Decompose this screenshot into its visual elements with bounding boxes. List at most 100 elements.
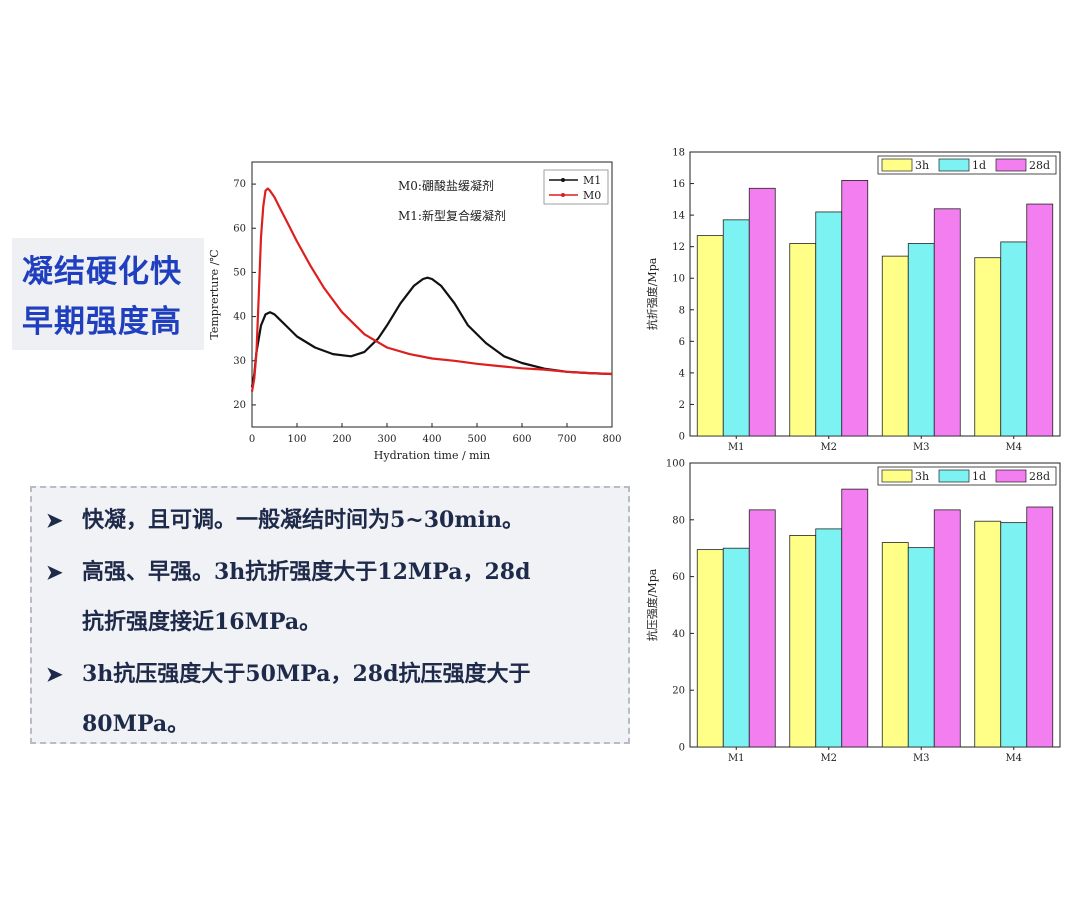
heading-line-1: 凝结硬化快	[22, 254, 182, 290]
flexural-strength-chart: 0 2 4 6 8 10 12 14 16 18 抗折强度/Mpa M1 M2 M3 M4 3h 1d 28d	[645, 148, 1061, 453]
bar-m3-3h	[881, 542, 909, 748]
x-tick-label: 700	[557, 434, 576, 445]
y-tick-label: 100	[666, 459, 685, 470]
y-tick-label: 40	[672, 629, 685, 640]
legend-label-m1: M1	[583, 174, 601, 187]
x-tick-label: M2	[820, 753, 837, 764]
legend-label-28d: 28d	[1029, 470, 1050, 483]
bar-m3-1d	[907, 547, 935, 748]
arrow-bullet-icon: ➤	[46, 662, 63, 686]
legend-swatch-3h	[881, 158, 913, 172]
series-line-m0	[250, 187, 613, 392]
bar-m3-1d	[907, 243, 935, 437]
bullet-1-line-1: 快凝，且可调。一般凝结时间为5~30min。	[82, 507, 524, 533]
bar-m3-28d	[933, 208, 961, 437]
y-tick-label: 6	[679, 337, 685, 348]
y-tick-label: 30	[233, 356, 246, 367]
x-tick-label: M3	[913, 442, 930, 453]
y-tick-label: 0	[679, 432, 685, 443]
bar-m4-28d	[1026, 203, 1054, 437]
x-tick-label: 500	[467, 434, 486, 445]
bar-m1-1d	[722, 547, 750, 748]
legend-swatch-3h	[881, 469, 913, 483]
bullet-3-line-1: 3h抗压强度大于50MPa，28d抗压强度大于	[82, 661, 531, 687]
y-tick-label: 10	[672, 274, 685, 285]
y-tick-label: 14	[672, 211, 685, 222]
y-tick-label: 50	[233, 267, 246, 278]
bar-m1-1d	[722, 219, 750, 437]
hydration-temperature-chart: 0 100 200 300 400 500 600 700 800 20 30 40 50 60 70 Hyd…	[208, 161, 622, 462]
x-tick-label: 400	[422, 434, 441, 445]
x-tick-label: M1	[728, 753, 745, 764]
x-tick-label: 800	[602, 434, 621, 445]
legend-swatch-1d	[938, 158, 970, 172]
x-tick-label: M4	[1005, 442, 1022, 453]
y-tick-label: 70	[233, 179, 246, 190]
bar-m2-3h	[789, 535, 817, 748]
y-axis-label: 抗折强度/Mpa	[645, 257, 659, 330]
legend-marker-m0	[561, 193, 565, 197]
heading-box: 凝结硬化快 早期强度高	[12, 238, 204, 350]
bullet-list: ➤ 快凝，且可调。一般凝结时间为5~30min。 ➤ 高强、早强。3h抗折强度大于1…	[30, 486, 630, 744]
bar-m1-3h	[696, 235, 724, 437]
y-tick-label: 12	[672, 242, 685, 253]
x-axis-label: Hydration time / min	[374, 449, 490, 462]
x-tick-label: M1	[728, 442, 745, 453]
bar-m3-28d	[933, 509, 961, 748]
bullet-2-line-1: 高强、早强。3h抗折强度大于12MPa，28d	[82, 559, 531, 585]
x-tick-label: M4	[1005, 753, 1022, 764]
y-axis-label: Temprerture /℃	[208, 249, 221, 339]
annotation-m0: M0:硼酸盐缓凝剂	[398, 178, 494, 193]
x-tick-label: 100	[287, 434, 306, 445]
bar-m4-28d	[1026, 506, 1054, 748]
y-tick-label: 40	[233, 312, 246, 323]
x-tick-label: 300	[377, 434, 396, 445]
bullet-item-3: ➤ 3h抗压强度大于50MPa，28d抗压强度大于	[46, 656, 530, 688]
x-tick-label: M2	[820, 442, 837, 453]
bullet-item-2-cont: 抗折强度接近16MPa。	[82, 604, 321, 636]
bar-m4-3h	[974, 257, 1002, 437]
annotation-m1: M1:新型复合缓凝剂	[398, 208, 506, 223]
legend-swatch-28d	[995, 158, 1027, 172]
bar-m1-28d	[748, 509, 776, 748]
legend-label-1d: 1d	[972, 159, 986, 172]
y-tick-label: 60	[233, 223, 246, 234]
legend-label-1d: 1d	[972, 470, 986, 483]
bar-m4-1d	[1000, 522, 1028, 748]
y-tick-label: 60	[672, 572, 685, 583]
bar-m2-28d	[841, 488, 869, 748]
bar-m4-3h	[974, 520, 1002, 748]
y-tick-label: 20	[672, 686, 685, 697]
series-line-m1	[250, 276, 613, 388]
bar-m2-1d	[815, 528, 843, 748]
bullet-item-2: ➤ 高强、早强。3h抗折强度大于12MPa，28d	[46, 554, 530, 586]
x-tick-label: 600	[512, 434, 531, 445]
bullet-item-1: ➤ 快凝，且可调。一般凝结时间为5~30min。	[46, 502, 524, 534]
compressive-strength-chart: 0 20 40 60 80 100 抗压强度/Mpa M1 M2 M3 M4 3h 1d 28d	[645, 459, 1061, 764]
legend-label-3h: 3h	[915, 159, 929, 172]
y-tick-label: 8	[679, 305, 685, 316]
arrow-bullet-icon: ➤	[46, 508, 63, 532]
legend-label-m0: M0	[583, 189, 601, 202]
y-tick-label: 0	[679, 743, 685, 754]
legend-label-3h: 3h	[915, 470, 929, 483]
x-tick-label: 0	[249, 434, 255, 445]
y-tick-label: 4	[679, 368, 685, 379]
y-tick-label: 18	[672, 148, 685, 159]
bar-m3-3h	[881, 255, 909, 437]
bullet-3-line-2: 80MPa。	[82, 711, 190, 737]
plot-frame	[689, 151, 1061, 437]
legend-label-28d: 28d	[1029, 159, 1050, 172]
bar-m2-3h	[789, 243, 817, 437]
plot-frame	[689, 462, 1061, 748]
arrow-bullet-icon: ➤	[46, 560, 63, 584]
legend-box	[543, 169, 609, 205]
bar-m2-28d	[841, 180, 869, 437]
x-tick-label: M3	[913, 753, 930, 764]
heading-line-2: 早期强度高	[22, 304, 182, 340]
y-tick-label: 20	[233, 400, 246, 411]
bar-m4-1d	[1000, 241, 1028, 437]
y-tick-label: 2	[679, 400, 685, 411]
bullet-2-line-2: 抗折强度接近16MPa。	[82, 609, 322, 635]
x-tick-label: 200	[332, 434, 351, 445]
